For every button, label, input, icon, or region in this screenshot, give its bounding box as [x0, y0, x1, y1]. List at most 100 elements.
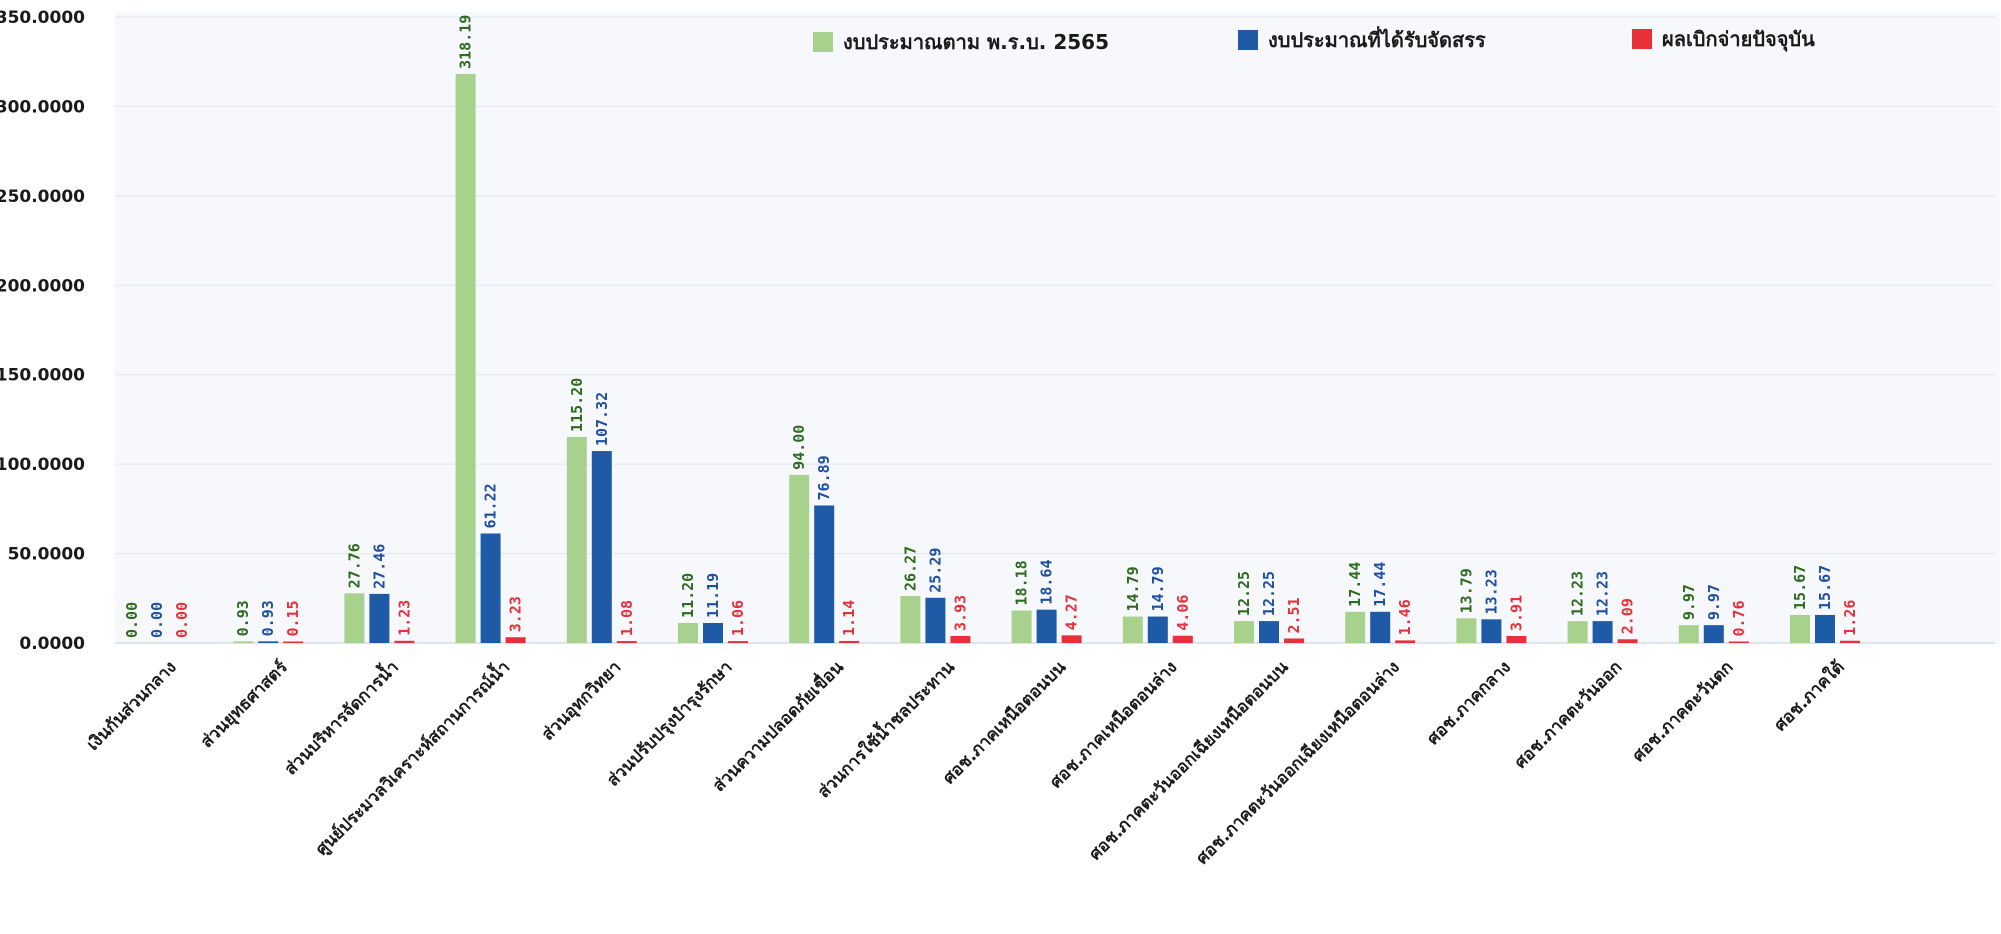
bar-series-1 — [1678, 625, 1699, 643]
bar-series-1 — [233, 641, 254, 643]
y-tick-label: 200.0000 — [0, 276, 85, 296]
data-label: 17.44 — [1346, 562, 1364, 607]
legend-label: งบประมาณตาม พ.ร.บ. 2565 — [843, 30, 1109, 54]
bar-series-1 — [789, 474, 810, 643]
bar-series-2 — [1815, 614, 1835, 643]
bar-series-1 — [678, 622, 698, 643]
data-label: 1.23 — [395, 600, 413, 636]
bar-series-2 — [591, 451, 612, 643]
data-label: 107.32 — [593, 392, 611, 446]
data-label: 4.06 — [1174, 595, 1192, 631]
data-label: 0.00 — [173, 602, 191, 638]
bar-series-3 — [1172, 635, 1193, 643]
y-tick-label: 100.0000 — [0, 455, 85, 475]
data-label: 11.20 — [679, 573, 697, 618]
bar-series-2 — [1592, 621, 1613, 643]
y-axis: 0.0000 50.0000 100.0000 150.0000 200.0000 250… — [0, 8, 85, 654]
bar-series-3 — [505, 637, 526, 643]
legend-label: งบประมาณที่ได้รับจัดสรร — [1268, 25, 1486, 52]
bar-series-3 — [616, 641, 637, 643]
bars-group — [233, 73, 1860, 643]
data-label: 0.00 — [123, 602, 141, 638]
y-tick-label: 50.0000 — [8, 545, 86, 565]
data-label: 115.20 — [568, 378, 586, 432]
legend: งบประมาณตาม พ.ร.บ. 2565 งบประมาณที่ได้รับ… — [813, 25, 1815, 54]
data-label: 1.26 — [1841, 600, 1859, 636]
data-label: 14.79 — [1149, 566, 1167, 611]
data-label: 61.22 — [482, 483, 500, 528]
data-label: 11.19 — [704, 573, 722, 618]
bar-series-3 — [950, 635, 971, 643]
data-label: 9.97 — [1705, 584, 1723, 620]
data-label: 12.23 — [1569, 571, 1587, 616]
bar-series-2 — [1036, 609, 1057, 643]
bar-series-2 — [814, 505, 835, 643]
gridlines — [115, 16, 1995, 644]
bar-series-2 — [925, 597, 946, 643]
data-label: 17.44 — [1371, 562, 1389, 607]
data-label: 18.18 — [1013, 560, 1031, 605]
data-label: 0.15 — [284, 600, 302, 636]
data-label: 12.23 — [1594, 571, 1612, 616]
data-label: 15.67 — [1816, 565, 1834, 610]
data-label: 2.51 — [1285, 597, 1303, 633]
bar-series-2 — [369, 593, 390, 643]
y-tick-label: 0.0000 — [19, 634, 85, 654]
bar-series-3 — [728, 641, 748, 643]
data-label: 25.29 — [926, 548, 944, 593]
bar-series-3 — [1728, 641, 1749, 643]
y-tick-label: 350.0000 — [0, 8, 85, 28]
data-label: 15.67 — [1791, 565, 1809, 610]
bar-series-3 — [1840, 640, 1860, 643]
bar-series-1 — [1567, 621, 1588, 643]
data-label: 94.00 — [790, 425, 808, 470]
bar-series-2 — [703, 622, 723, 643]
bar-series-1 — [455, 73, 476, 643]
data-label: 14.79 — [1124, 566, 1142, 611]
bar-series-2 — [1703, 625, 1724, 643]
legend-swatch — [1238, 30, 1258, 50]
y-tick-label: 150.0000 — [0, 366, 85, 386]
bar-series-1 — [566, 436, 587, 643]
data-label: 26.27 — [901, 546, 919, 591]
data-label: 0.76 — [1730, 600, 1748, 636]
bar-series-3 — [1061, 635, 1082, 643]
y-tick-label: 300.0000 — [0, 97, 85, 117]
data-label: 12.25 — [1235, 571, 1253, 616]
bar-series-1 — [1122, 616, 1143, 643]
data-label: 2.09 — [1619, 598, 1637, 634]
bar-series-1 — [1234, 621, 1254, 643]
bar-series-2 — [1370, 611, 1391, 643]
data-label: 0.93 — [259, 600, 277, 636]
bar-series-2 — [1147, 616, 1168, 643]
bar-series-1 — [900, 596, 921, 643]
data-label: 3.93 — [951, 595, 969, 631]
bar-series-3 — [283, 641, 304, 643]
bar-series-1 — [344, 593, 365, 643]
bar-series-3 — [1506, 636, 1527, 643]
data-label: 3.91 — [1507, 595, 1525, 631]
data-label: 0.00 — [148, 602, 166, 638]
data-label: 18.64 — [1038, 560, 1056, 605]
data-label: 27.46 — [370, 544, 388, 589]
data-label: 76.89 — [815, 455, 833, 500]
plot-area — [115, 12, 2000, 644]
bar-series-3 — [1395, 640, 1416, 643]
bar-series-3 — [1284, 638, 1304, 643]
bar-series-3 — [839, 640, 860, 643]
data-label: 1.14 — [840, 600, 858, 636]
bar-series-2 — [480, 533, 501, 643]
data-label: 318.19 — [457, 15, 475, 69]
data-label: 0.93 — [234, 600, 252, 636]
legend-label: ผลเบิกจ่ายปัจจุบัน — [1662, 27, 1815, 52]
data-label: 1.06 — [729, 600, 747, 636]
bar-series-1 — [1011, 610, 1032, 643]
data-label: 13.79 — [1457, 568, 1475, 613]
value-labels-group: 0.00 0.00 0.00 0.93 0.93 0.15 27.76 27.46 1.23 31… — [123, 15, 1859, 638]
bar-series-2 — [258, 641, 279, 643]
bar-series-3 — [1617, 639, 1638, 643]
data-label: 9.97 — [1680, 584, 1698, 620]
data-label: 4.27 — [1063, 594, 1081, 630]
bar-series-2 — [1259, 621, 1279, 643]
